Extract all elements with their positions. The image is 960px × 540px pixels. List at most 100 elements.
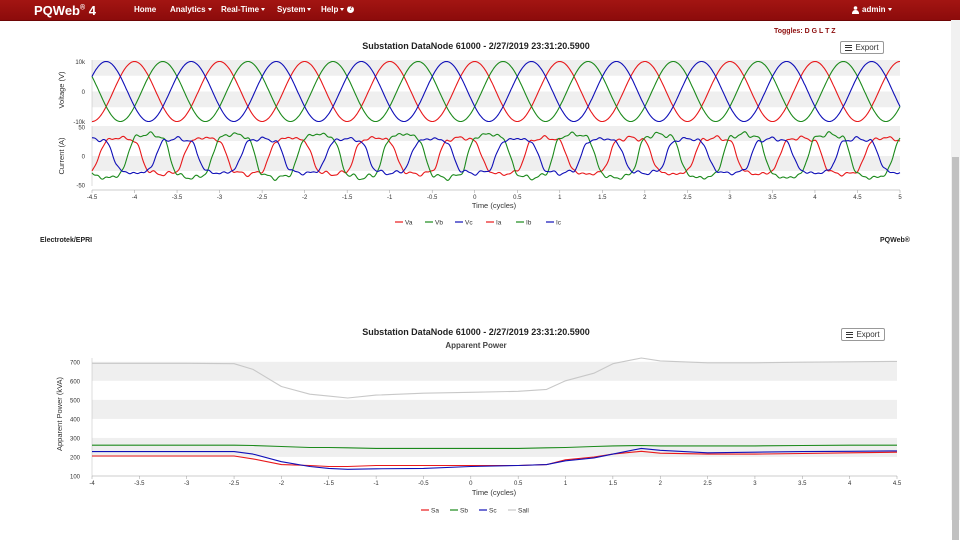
legend-item-ic[interactable]: Ic bbox=[556, 220, 562, 227]
y-tick-label: -10k bbox=[73, 120, 86, 126]
x-tick-label: 4.5 bbox=[893, 481, 902, 487]
x-tick-label: -3.5 bbox=[172, 195, 183, 201]
vertical-scrollbar[interactable] bbox=[951, 20, 960, 540]
series-line-sall bbox=[92, 357, 898, 399]
y-tick-label: 300 bbox=[70, 436, 81, 442]
x-tick-label: -2 bbox=[302, 195, 308, 201]
x-axis-label: Time (cycles) bbox=[472, 201, 517, 210]
y-tick-label: 400 bbox=[70, 417, 81, 423]
x-tick-label: 3 bbox=[728, 195, 732, 201]
legend-item-sc[interactable]: Sc bbox=[489, 508, 497, 515]
series-line-ib bbox=[91, 131, 901, 181]
series-line-ia bbox=[91, 135, 901, 178]
x-tick-label: -0.5 bbox=[418, 481, 429, 487]
hamburger-icon bbox=[846, 331, 854, 338]
voltage-axis-label: Voltage (V) bbox=[57, 71, 66, 109]
x-tick-label: 3.5 bbox=[768, 195, 777, 201]
x-tick-label: 3 bbox=[753, 481, 757, 487]
chevron-down-icon bbox=[307, 8, 312, 12]
y-tick-label: 200 bbox=[70, 455, 81, 461]
series-line-sb bbox=[92, 444, 897, 449]
x-tick-label: 5 bbox=[898, 195, 902, 201]
legend-item-sa[interactable]: Sa bbox=[431, 508, 439, 515]
toggles-text[interactable]: Toggles: D G L T Z bbox=[774, 28, 836, 35]
question-circle-icon: ? bbox=[347, 6, 355, 14]
y-tick-label: 0 bbox=[82, 90, 86, 96]
legend-item-ia[interactable]: Ia bbox=[496, 220, 502, 227]
plot-band bbox=[92, 126, 900, 141]
x-tick-label: -1.5 bbox=[342, 195, 353, 201]
plot-band bbox=[92, 399, 897, 419]
series-line-ic bbox=[91, 136, 901, 176]
y-tick-label: 100 bbox=[70, 475, 81, 481]
x-tick-label: -1 bbox=[387, 195, 393, 201]
chevron-down-icon bbox=[261, 8, 266, 12]
nav-help[interactable]: Help? bbox=[321, 5, 355, 14]
x-tick-label: 4.5 bbox=[853, 195, 862, 201]
scrollbar-thumb[interactable] bbox=[952, 157, 959, 540]
x-tick-label: -2.5 bbox=[229, 481, 240, 487]
x-tick-label: -3 bbox=[217, 195, 223, 201]
x-tick-label: 4 bbox=[813, 195, 817, 201]
nav-user-menu[interactable]: admin bbox=[852, 5, 892, 14]
x-tick-label: 0 bbox=[473, 195, 477, 201]
brand-logo[interactable]: PQWeb® 4 bbox=[34, 3, 97, 18]
chevron-down-icon bbox=[887, 8, 892, 12]
x-tick-label: 2 bbox=[659, 481, 663, 487]
x-tick-label: 0 bbox=[469, 481, 473, 487]
x-tick-label: -4 bbox=[89, 481, 95, 487]
y-tick-label: 0 bbox=[82, 155, 86, 161]
export-button[interactable]: Export bbox=[841, 328, 885, 341]
x-tick-label: 0.5 bbox=[513, 195, 522, 201]
x-tick-label: 3.5 bbox=[798, 481, 807, 487]
chevron-down-icon bbox=[340, 8, 345, 12]
legend-item-sb[interactable]: Sb bbox=[460, 508, 468, 515]
x-tick-label: -4 bbox=[132, 195, 138, 201]
x-tick-label: 2.5 bbox=[703, 481, 712, 487]
plot-band bbox=[92, 437, 897, 457]
x-tick-label: -3.5 bbox=[134, 481, 145, 487]
legend-item-vb[interactable]: Vb bbox=[435, 220, 443, 227]
hamburger-icon bbox=[845, 44, 853, 51]
x-tick-label: -3 bbox=[184, 481, 190, 487]
y-tick-label: 600 bbox=[70, 379, 81, 385]
x-tick-label: -2 bbox=[279, 481, 285, 487]
chart-title: Substation DataNode 61000 - 2/27/2019 23… bbox=[362, 41, 590, 51]
x-tick-label: 1.5 bbox=[609, 481, 618, 487]
y-tick-label: 700 bbox=[70, 360, 81, 366]
legend-item-sall[interactable]: Sall bbox=[518, 508, 529, 515]
legend-item-va[interactable]: Va bbox=[405, 220, 413, 227]
plot-band bbox=[92, 91, 900, 108]
export-button[interactable]: Export bbox=[840, 41, 884, 54]
y-tick-label: 50 bbox=[78, 126, 85, 132]
nav-analytics[interactable]: Analytics bbox=[170, 5, 212, 14]
plot-band bbox=[92, 60, 900, 76]
top-navbar: PQWeb® 4 Home Analytics Real-Time System… bbox=[0, 0, 960, 21]
nav-home[interactable]: Home bbox=[134, 5, 157, 14]
legend-item-ib[interactable]: Ib bbox=[526, 220, 532, 227]
y-tick-label: 500 bbox=[70, 398, 81, 404]
footer-right: PQWeb® bbox=[880, 237, 910, 244]
legend-item-vc[interactable]: Vc bbox=[465, 220, 473, 227]
series-line-sa bbox=[92, 450, 898, 468]
nav-real-time[interactable]: Real-Time bbox=[221, 5, 266, 14]
plot-band bbox=[92, 361, 897, 381]
chevron-down-icon bbox=[207, 8, 212, 12]
x-tick-label: 2 bbox=[643, 195, 647, 201]
x-tick-label: 1 bbox=[558, 195, 562, 201]
current-axis-label: Current (A) bbox=[57, 137, 66, 175]
series-line-vb bbox=[91, 60, 901, 123]
user-icon bbox=[852, 6, 859, 14]
footer-left: Electrotek/EPRI bbox=[40, 237, 93, 244]
nav-system[interactable]: System bbox=[277, 5, 312, 14]
series-line-vc bbox=[91, 60, 901, 123]
x-tick-label: 1.5 bbox=[598, 195, 607, 201]
x-tick-label: -1 bbox=[373, 481, 379, 487]
x-tick-label: -4.5 bbox=[87, 195, 98, 201]
x-tick-label: 4 bbox=[848, 481, 852, 487]
waveform-chart: Substation DataNode 61000 - 2/27/2019 23… bbox=[57, 41, 902, 227]
chart-subtitle: Apparent Power bbox=[445, 341, 506, 350]
y-tick-label: 10k bbox=[75, 60, 86, 66]
chart-title: Substation DataNode 61000 - 2/27/2019 23… bbox=[362, 327, 590, 337]
x-tick-label: -1.5 bbox=[324, 481, 335, 487]
